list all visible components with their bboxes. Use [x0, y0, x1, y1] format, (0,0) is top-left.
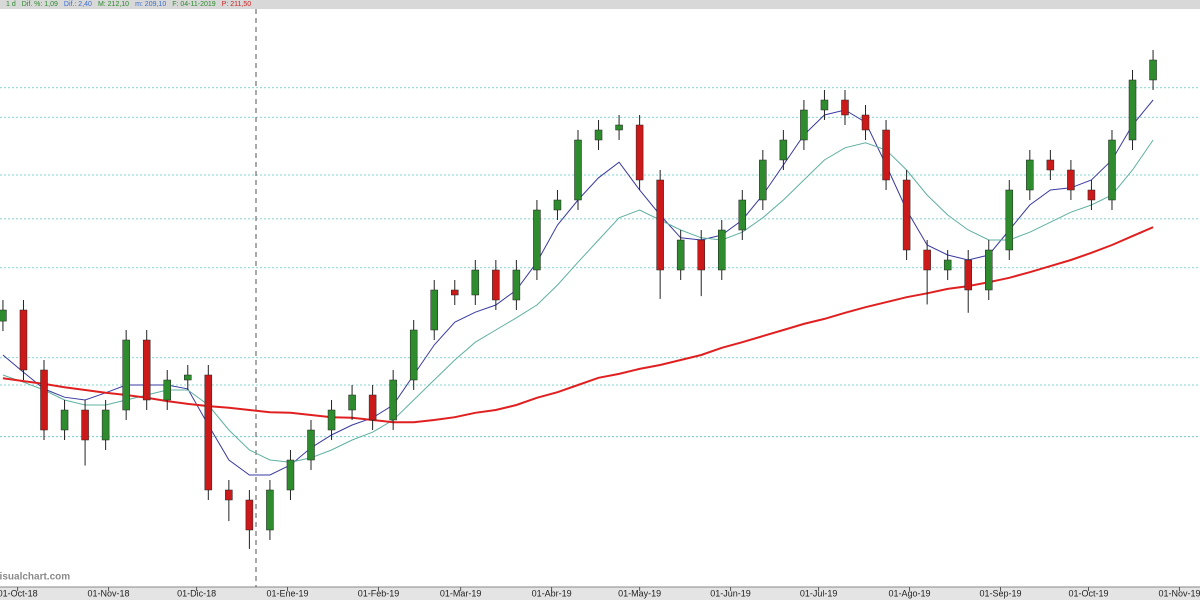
candle-body: [430, 289, 438, 331]
candle-body: [943, 259, 952, 271]
candle-body: [533, 209, 541, 271]
x-tick-label: 01-Nov-18: [88, 588, 130, 598]
candle-body: [1128, 79, 1137, 141]
header-item: P: 211,50: [221, 1, 252, 8]
candle-body: [964, 259, 972, 291]
candle-body: [553, 199, 562, 211]
x-tick-label: 01-Feb-19: [358, 588, 400, 598]
x-tick-label: 01-Ene-19: [267, 588, 309, 598]
candle-body: [861, 114, 870, 131]
candle-body: [574, 139, 582, 201]
candle-body: [512, 269, 521, 301]
candle-body: [60, 409, 69, 431]
candle-body: [697, 239, 705, 271]
candle-body: [163, 379, 171, 401]
x-tick-label: 01-Ago-19: [889, 588, 931, 598]
candle-body: [266, 489, 274, 531]
x-axis-band: [0, 587, 1200, 600]
x-tick-label: 01-Sep-19: [979, 588, 1021, 598]
candle-body: [122, 339, 130, 411]
moving-average-line: [2, 226, 1154, 424]
candle-body: [1108, 139, 1116, 201]
candle-body: [902, 179, 911, 251]
header-item: 1 d: [6, 1, 16, 8]
candle-body: [841, 99, 849, 116]
moving-average-line: [2, 139, 1154, 463]
candle-body: [759, 159, 767, 201]
candle-body: [985, 249, 993, 291]
x-tick-label: 01-Nov-19: [1158, 588, 1200, 598]
candle-body: [923, 249, 931, 271]
candle-body: [225, 489, 233, 501]
candle-body: [635, 124, 644, 181]
candle-body: [40, 369, 48, 431]
candle-body: [19, 309, 28, 371]
x-tick-label: 01-Jun-19: [710, 588, 751, 598]
header-item: Dif.: 2,40: [63, 1, 92, 8]
header-item: m: 209,10: [135, 1, 167, 8]
candle-body: [882, 129, 890, 181]
watermark: visualchart.com: [0, 572, 70, 583]
candle-body: [492, 269, 500, 301]
candle-body: [471, 269, 480, 296]
x-tick-label: 01-Abr-19: [532, 588, 572, 598]
candle-body: [0, 309, 7, 322]
x-tick-label: 01-Mar-19: [440, 588, 482, 598]
candle-body: [594, 129, 603, 141]
candle-body: [389, 379, 397, 421]
candle-body: [307, 429, 315, 461]
candle-body: [820, 99, 829, 111]
candle-body: [204, 374, 213, 491]
x-tick-label: 01-Dic-18: [177, 588, 216, 598]
header-item: F: 04-11-2019: [172, 1, 216, 8]
header-item: Dif. %: 1,09: [21, 1, 58, 8]
candle-body: [718, 229, 726, 271]
candle-body: [245, 499, 254, 531]
candle-body: [615, 124, 623, 131]
candle-body: [1005, 189, 1014, 251]
candle-body: [451, 289, 459, 296]
candle-body: [800, 109, 808, 141]
candle-body: [348, 394, 356, 411]
candle-body: [1149, 59, 1157, 81]
x-tick-label: 01-Jul-19: [800, 588, 838, 598]
candle-body: [676, 239, 685, 271]
candle-body: [1087, 189, 1096, 201]
candle-body: [1067, 169, 1075, 191]
candle-body: [184, 374, 192, 381]
candle-body: [656, 179, 664, 271]
candle-body: [1026, 159, 1034, 191]
candle-body: [779, 139, 788, 161]
candle-body: [101, 409, 110, 441]
candle-body: [368, 394, 377, 421]
x-tick-label: 01-Oct-19: [1068, 588, 1108, 598]
candle-body: [142, 339, 151, 401]
x-tick-label: 01-May-19: [618, 588, 661, 598]
candle-body: [738, 199, 747, 231]
candle-body: [1046, 159, 1055, 171]
header-item: M: 212,10: [97, 1, 130, 8]
header-bar: 1 d Dif. %: 1,09 Dif.: 2,40 M: 212,10 m: 209…: [0, 0, 1200, 9]
candle-body: [409, 329, 418, 381]
candle-body: [81, 409, 89, 441]
candle-body: [327, 409, 336, 431]
x-tick-label: 01-Oct-18: [0, 588, 38, 598]
candle-body: [286, 459, 295, 491]
